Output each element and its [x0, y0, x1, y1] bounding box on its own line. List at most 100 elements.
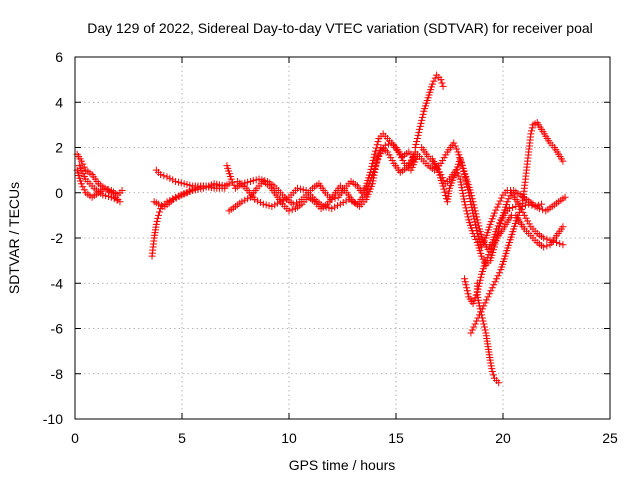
data-point	[483, 254, 491, 262]
data-point	[153, 217, 161, 225]
data-point	[458, 161, 466, 169]
data-point	[471, 218, 479, 226]
data-point	[469, 209, 477, 217]
data-point	[413, 134, 421, 142]
data-point	[370, 168, 378, 176]
data-point	[477, 273, 485, 281]
data-point	[371, 150, 379, 158]
data-point	[158, 201, 166, 209]
data-point	[160, 172, 168, 180]
y-tick-label: -10	[43, 411, 63, 427]
data-point	[369, 156, 377, 164]
data-point	[254, 197, 262, 205]
data-point	[288, 206, 296, 214]
data-point	[487, 287, 495, 295]
data-point	[325, 204, 333, 212]
data-point	[480, 323, 488, 331]
data-point	[484, 293, 492, 301]
data-point	[461, 174, 469, 182]
data-point	[374, 156, 382, 164]
data-point	[503, 198, 511, 206]
data-point	[479, 240, 487, 248]
series-b	[73, 166, 122, 204]
data-point	[249, 177, 257, 185]
data-point	[509, 203, 517, 211]
data-point	[118, 186, 126, 194]
data-point	[294, 184, 302, 192]
data-point	[463, 183, 471, 191]
data-point	[256, 199, 264, 207]
data-point	[450, 139, 458, 147]
data-point	[495, 200, 503, 208]
data-point	[494, 272, 502, 280]
data-point	[371, 147, 379, 155]
data-point	[169, 176, 177, 184]
data-point	[462, 204, 470, 212]
data-point	[258, 176, 266, 184]
data-point	[496, 197, 504, 205]
data-point	[451, 142, 459, 150]
data-point	[80, 186, 88, 194]
data-point	[440, 185, 448, 193]
series-l	[418, 144, 567, 269]
data-point	[437, 76, 445, 84]
data-point	[498, 194, 506, 202]
series-c	[75, 162, 124, 206]
data-point	[154, 214, 162, 222]
data-point	[478, 305, 486, 313]
data-point	[183, 180, 191, 188]
data-point	[431, 74, 439, 82]
data-point	[462, 177, 470, 185]
data-point	[473, 227, 481, 235]
data-point	[461, 201, 469, 209]
data-point	[453, 145, 461, 153]
data-points	[73, 71, 569, 387]
data-point	[488, 367, 496, 375]
data-point	[156, 208, 164, 216]
data-point	[479, 255, 487, 263]
data-point	[102, 192, 110, 200]
series-i	[234, 139, 421, 213]
chart-title: Day 129 of 2022, Sidereal Day-to-day VTE…	[87, 20, 593, 36]
data-point	[364, 183, 372, 191]
tick-labels: 0 5 10 15 20 25 -10 -8 -6 -4 -2 0 2 4 6	[43, 49, 618, 446]
data-point	[489, 242, 497, 250]
data-point	[559, 223, 567, 231]
data-point	[517, 205, 525, 213]
y-tick-label: -6	[51, 321, 64, 337]
data-point	[463, 207, 471, 215]
data-point	[556, 240, 564, 248]
data-point	[381, 141, 389, 149]
data-point	[467, 200, 475, 208]
data-point	[483, 296, 491, 304]
data-point	[319, 202, 327, 210]
data-point	[472, 224, 480, 232]
data-point	[180, 180, 188, 188]
data-point	[438, 79, 446, 87]
y-tick-label: -2	[51, 230, 64, 246]
data-point	[373, 159, 381, 167]
data-point	[419, 110, 427, 118]
y-tick-label: -4	[51, 275, 64, 291]
data-point	[528, 124, 536, 132]
data-point	[466, 195, 474, 203]
data-point	[110, 195, 118, 203]
data-point	[413, 137, 421, 145]
data-point	[561, 193, 569, 201]
data-point	[456, 155, 464, 163]
data-point	[468, 206, 476, 214]
data-point	[77, 157, 85, 165]
data-point	[467, 197, 475, 205]
data-point	[374, 138, 382, 146]
data-point	[460, 171, 468, 179]
data-point	[385, 140, 393, 148]
data-point	[276, 198, 284, 206]
data-point	[485, 290, 493, 298]
data-point	[464, 290, 472, 298]
data-point	[464, 186, 472, 194]
data-point	[227, 175, 235, 183]
data-point	[460, 198, 468, 206]
data-point	[490, 281, 498, 289]
data-point	[372, 162, 380, 170]
data-point	[477, 308, 485, 316]
